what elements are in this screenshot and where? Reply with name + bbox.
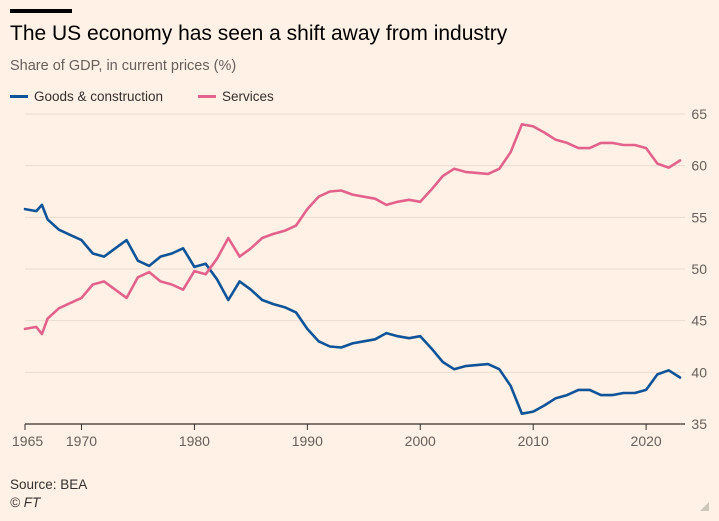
legend-label-goods: Goods & construction xyxy=(34,89,164,104)
series-line-services xyxy=(23,123,682,336)
y-tick-label-35: 35 xyxy=(691,416,707,432)
y-tick-label-60: 60 xyxy=(691,158,707,174)
x-tick-labels: 1965 1970 1980 1990 2000 2010 2020 xyxy=(12,433,662,449)
x-tick-label-1970: 1970 xyxy=(66,433,97,449)
source-note: Source: BEA xyxy=(10,477,88,492)
legend-swatch-goods xyxy=(10,94,28,98)
y-tick-label-45: 45 xyxy=(691,313,707,329)
chart-title: The US economy has seen a shift away fro… xyxy=(10,22,508,45)
legend-item-services: Services xyxy=(198,89,274,104)
legend-item-goods: Goods & construction xyxy=(10,89,163,104)
y-tick-labels: 35 40 45 50 55 60 65 xyxy=(691,106,707,432)
series-lines xyxy=(23,123,682,416)
y-gridlines xyxy=(25,113,685,373)
y-tick-label-50: 50 xyxy=(691,261,707,277)
x-tick-label-2010: 2010 xyxy=(518,433,549,449)
resize-corner-icon xyxy=(700,502,709,511)
copyright-note: © FT xyxy=(10,495,41,510)
chart-subtitle: Share of GDP, in current prices (%) xyxy=(10,58,237,74)
legend-label-services: Services xyxy=(222,89,274,104)
y-tick-label-55: 55 xyxy=(691,209,707,225)
x-tick-label-2000: 2000 xyxy=(405,433,436,449)
legend-swatch-services xyxy=(198,94,216,98)
x-tick-label-2020: 2020 xyxy=(631,433,662,449)
x-axis xyxy=(24,423,685,430)
y-tick-label-40: 40 xyxy=(691,364,707,380)
y-tick-label-65: 65 xyxy=(691,106,707,122)
series-line-goods xyxy=(23,203,682,416)
ft-top-bar xyxy=(10,9,72,13)
x-tick-label-1990: 1990 xyxy=(292,433,323,449)
x-tick-label-1965: 1965 xyxy=(12,433,43,449)
x-tick-label-1980: 1980 xyxy=(179,433,210,449)
